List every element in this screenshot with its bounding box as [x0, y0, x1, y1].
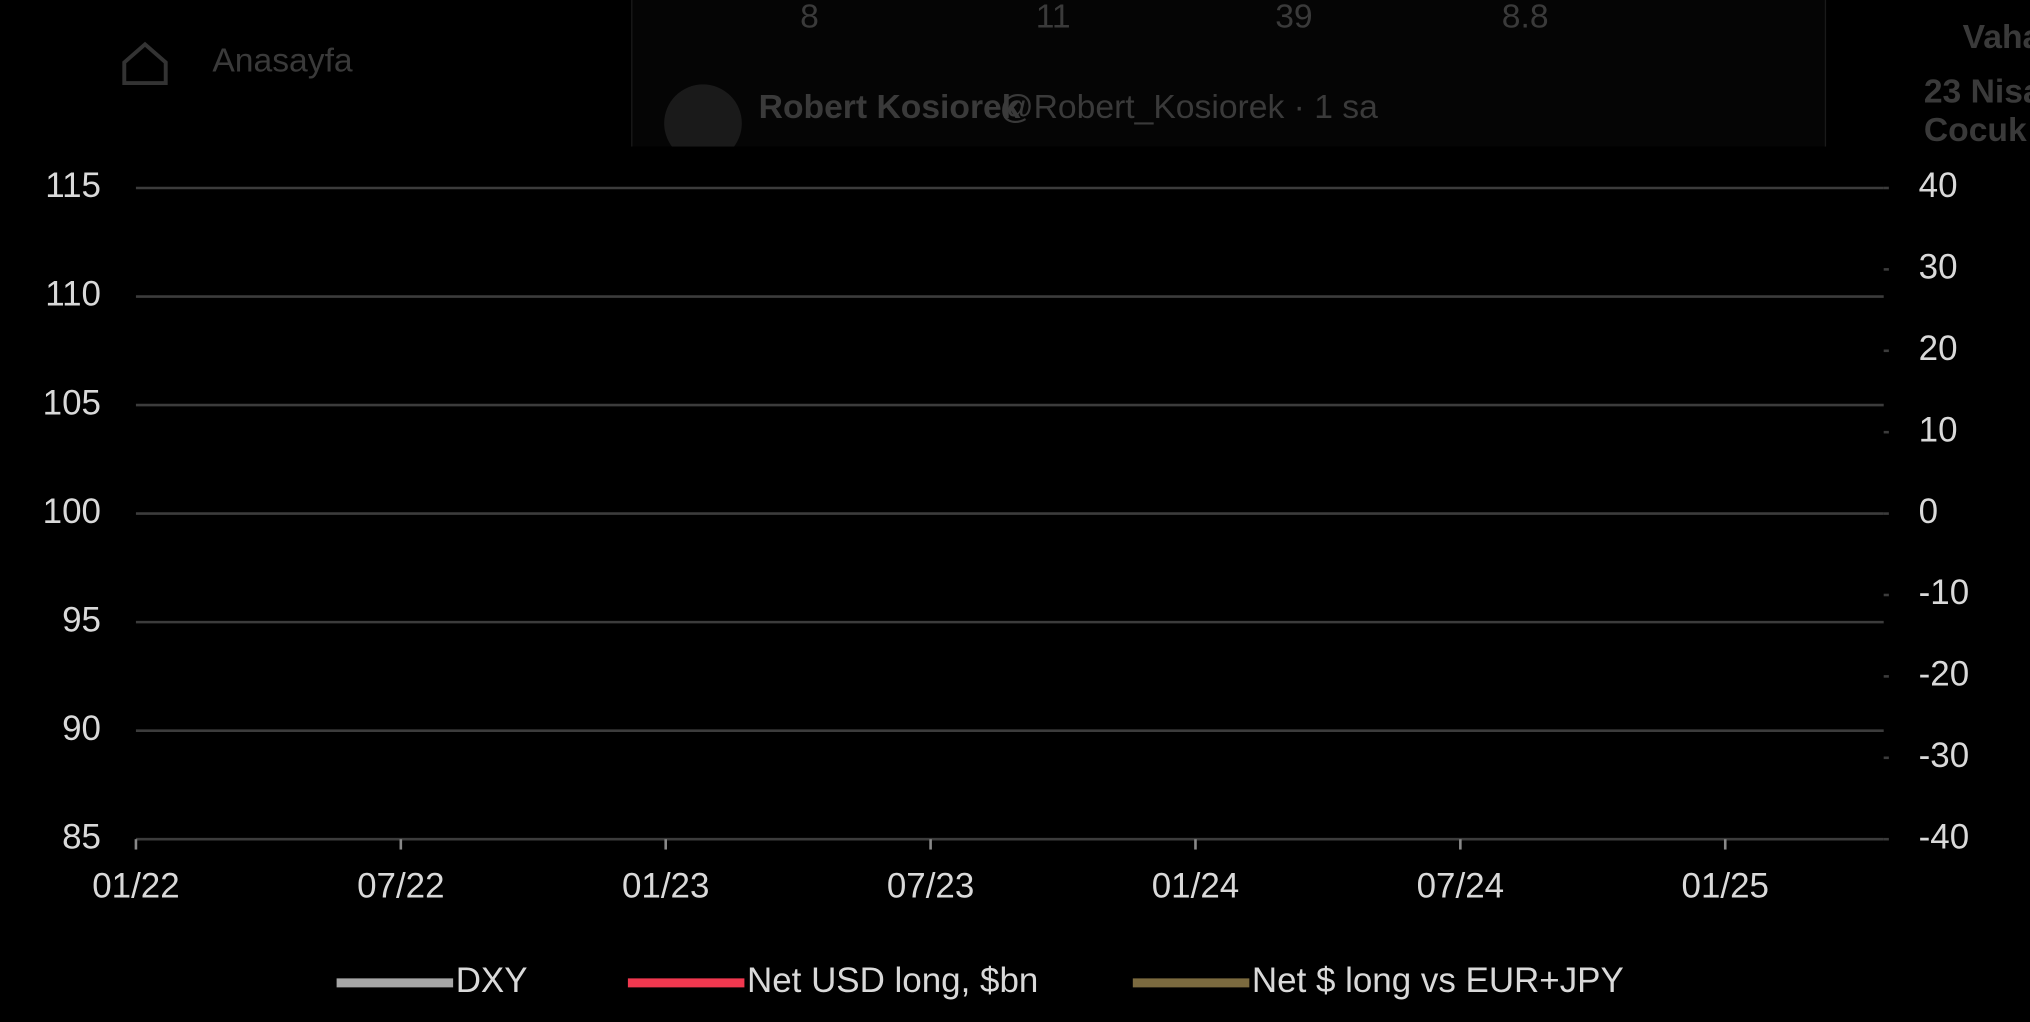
like-count: 39 [1275, 0, 1312, 35]
x-tick-label: 07/23 [887, 867, 974, 906]
y2-tick-label: -20 [1919, 655, 1970, 694]
y-tick-label: 110 [45, 275, 101, 314]
y-tick-label: 105 [43, 383, 101, 422]
x-tick-label: 07/24 [1417, 867, 1504, 906]
y2-tick-label: 0 [1919, 492, 1938, 531]
y2-tick-label: 10 [1919, 410, 1958, 449]
y2-tick-label: -30 [1919, 736, 1970, 775]
repost-count: 11 [1036, 0, 1071, 35]
y2-tick-label: -10 [1919, 573, 1970, 612]
y-tick-label: 90 [62, 709, 101, 748]
x-tick-label: 01/23 [622, 867, 709, 906]
sidebar-item: 23 Nisa [1924, 73, 2030, 110]
x-tick-label: 01/24 [1152, 867, 1239, 906]
legend-label: Net USD long, $bn [747, 961, 1038, 1000]
legend-label: Net $ long vs EUR+JPY [1252, 961, 1624, 1000]
x-tick-label: 01/25 [1682, 867, 1769, 906]
legend-label: DXY [456, 961, 528, 1000]
chart-panel [0, 146, 2030, 1022]
y-tick-label: 95 [62, 600, 101, 639]
y2-tick-label: -40 [1919, 817, 1970, 856]
tweet-handle: @Robert_Kosiorek · 1 sa [999, 89, 1378, 126]
nav-label: Anasayfa [212, 42, 353, 79]
y-tick-label: 85 [62, 817, 101, 856]
avatar [664, 84, 742, 163]
sidebar-item: Vaha [1963, 19, 2030, 56]
y2-tick-label: 20 [1919, 329, 1958, 368]
x-tick-label: 07/22 [357, 867, 444, 906]
tweet-author: Robert Kosiorek [759, 89, 1021, 126]
sidebar-item: Cocuk [1924, 112, 2027, 149]
y2-tick-label: 30 [1919, 248, 1958, 287]
x-tick-label: 01/22 [92, 867, 179, 906]
home-icon [122, 41, 168, 86]
y-tick-label: 115 [45, 166, 101, 205]
y-tick-label: 100 [43, 492, 101, 531]
y2-tick-label: 40 [1919, 166, 1958, 205]
view-count: 8.8 [1502, 0, 1549, 35]
reply-count: 8 [800, 0, 819, 35]
